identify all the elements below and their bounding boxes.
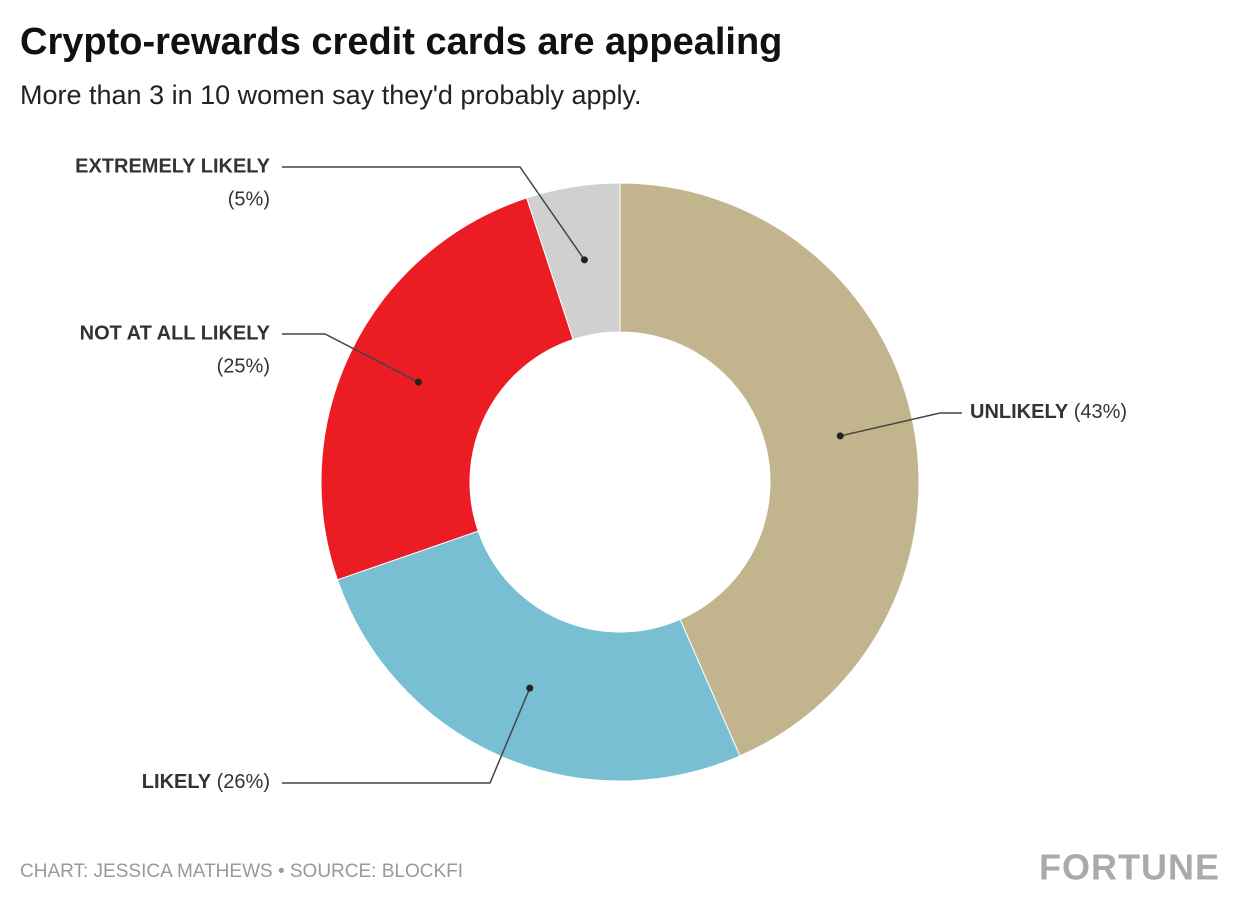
slice <box>336 530 741 782</box>
value-label: (5%) <box>228 188 270 210</box>
value-label: (26%) <box>217 771 270 793</box>
leader-dot <box>580 256 588 264</box>
value-label: (25%) <box>217 355 270 377</box>
chart-title: Crypto-rewards credit cards are appealin… <box>20 21 782 63</box>
slice-label-group: LIKELY (26%) <box>142 771 270 793</box>
leader-dot <box>414 378 422 386</box>
leader-dot <box>836 432 844 440</box>
chart-subtitle: More than 3 in 10 women say they'd proba… <box>20 80 642 110</box>
slice <box>320 197 574 581</box>
slice <box>619 182 920 757</box>
slice <box>526 182 621 341</box>
source: CHART: JESSICA MATHEWS • SOURCE: BLOCKFI <box>20 861 463 882</box>
leader-line <box>840 412 962 437</box>
logo: FORTUNE <box>1039 847 1220 888</box>
leader-line <box>282 687 531 784</box>
slice-label: NOT AT ALL LIKELY <box>80 322 271 344</box>
slice-label: UNLIKELY <box>970 401 1069 423</box>
leader-line <box>282 333 419 383</box>
leader-line <box>282 166 586 261</box>
slice-label: EXTREMELY LIKELY <box>75 155 271 177</box>
slice-label-group: UNLIKELY (43%) <box>970 401 1127 423</box>
leader-dot <box>526 684 534 692</box>
slice-label: LIKELY <box>142 771 212 793</box>
value-label: (43%) <box>1074 401 1127 423</box>
